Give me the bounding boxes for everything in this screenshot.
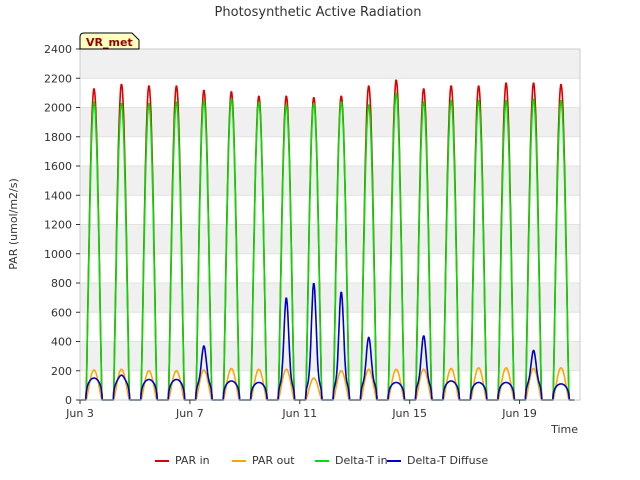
legend-item: PAR out xyxy=(232,454,295,467)
grid-band xyxy=(80,341,580,371)
y-tick-label: 2400 xyxy=(44,43,72,56)
y-tick-label: 1600 xyxy=(44,160,72,173)
y-tick-label: 400 xyxy=(51,336,72,349)
y-tick-label: 1800 xyxy=(44,131,72,144)
legend-item: Delta-T Diffuse xyxy=(387,454,488,467)
grid-band xyxy=(80,224,580,254)
site-label-box xyxy=(79,32,140,50)
y-tick-label: 0 xyxy=(65,394,72,407)
y-tick-label: 800 xyxy=(51,277,72,290)
x-axis-label: Time xyxy=(550,423,578,436)
site-label-badge: VR_met xyxy=(79,32,140,50)
legend-label: PAR in xyxy=(175,454,210,467)
y-tick-label: 1200 xyxy=(44,219,72,232)
x-tick-label: Jun 19 xyxy=(501,407,537,420)
y-tick-label: 200 xyxy=(51,365,72,378)
y-tick-label: 2000 xyxy=(44,102,72,115)
site-label-text: VR_met xyxy=(86,36,133,49)
legend: PAR in PAR out Delta-T in Delta-T Diffuse xyxy=(155,454,488,467)
grid-band xyxy=(80,107,580,137)
x-tick-label: Jun 11 xyxy=(281,407,317,420)
grid-band xyxy=(80,166,580,196)
x-tick-label: Jun 3 xyxy=(65,407,94,420)
legend-item: Delta-T in xyxy=(315,454,388,467)
legend-item: PAR in xyxy=(155,454,210,467)
grid-band xyxy=(80,283,580,313)
x-tick-label: Jun 15 xyxy=(391,407,427,420)
legend-label: Delta-T Diffuse xyxy=(407,454,488,467)
y-tick-label: 2200 xyxy=(44,72,72,85)
chart-title: Photosynthetic Active Radiation xyxy=(215,5,422,20)
grid-layer xyxy=(80,48,580,401)
legend-label: PAR out xyxy=(252,454,295,467)
y-tick-label: 1000 xyxy=(44,248,72,261)
legend-label: Delta-T in xyxy=(335,454,388,467)
y-tick-label: 600 xyxy=(51,306,72,319)
tick-layer: 0 200 400 600 800 1000 1200 1400 1600 1800 2000 220… xyxy=(44,43,537,420)
grid-band xyxy=(80,49,580,79)
y-tick-label: 1400 xyxy=(44,189,72,202)
y-axis-label: PAR (umol/m2/s) xyxy=(7,178,20,270)
x-tick-label: Jun 7 xyxy=(175,407,204,420)
